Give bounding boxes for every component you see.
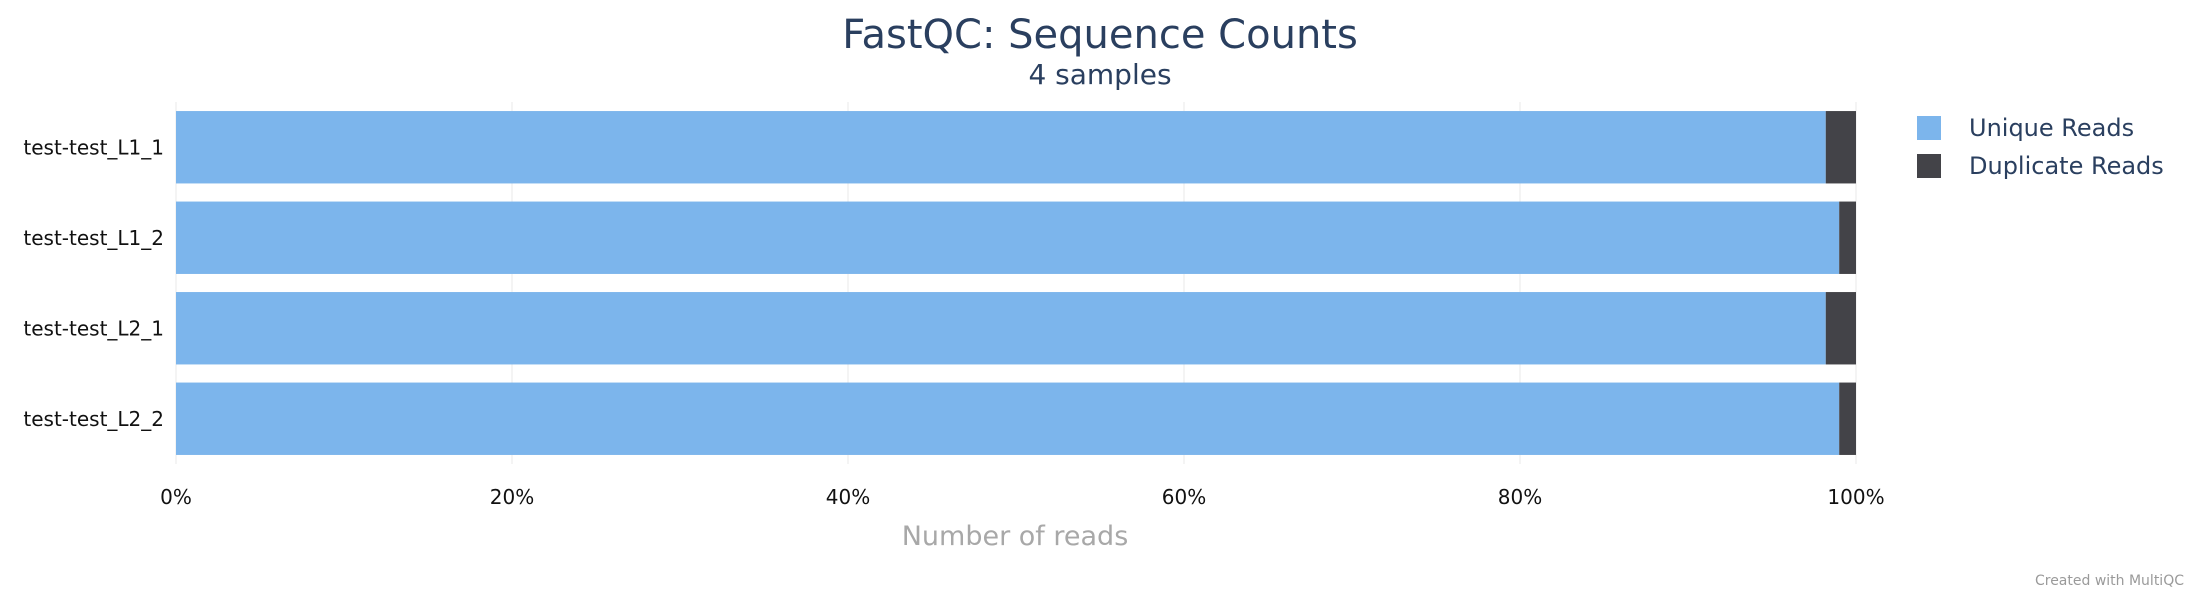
- chart-title: FastQC: Sequence Counts: [842, 12, 1358, 58]
- bar-unique-test-test_L2_1[interactable]: [176, 292, 1826, 365]
- x-tick-label: 100%: [1827, 485, 1884, 509]
- bar-duplicate-test-test_L1_2[interactable]: [1839, 201, 1856, 274]
- legend-swatch[interactable]: [1917, 154, 1941, 178]
- credit-text: Created with MultiQC: [2035, 573, 2184, 589]
- x-tick-label: 0%: [160, 485, 192, 509]
- bar-unique-test-test_L1_1[interactable]: [176, 111, 1826, 184]
- bar-duplicate-test-test_L2_1[interactable]: [1825, 292, 1856, 365]
- x-tick-label: 40%: [826, 485, 870, 509]
- x-tick-label: 20%: [490, 485, 534, 509]
- bar-duplicate-test-test_L1_1[interactable]: [1825, 111, 1856, 184]
- category-label: test-test_L1_2: [23, 226, 164, 250]
- category-label: test-test_L1_1: [23, 135, 164, 159]
- legend-label[interactable]: Duplicate Reads: [1969, 152, 2164, 180]
- category-labels: test-test_L1_1 test-test_L1_2 test-test_L2…: [23, 135, 164, 431]
- chart-subtitle: 4 samples: [1028, 58, 1171, 91]
- legend: Unique Reads Duplicate Reads: [1917, 114, 2164, 180]
- bar-duplicate-test-test_L2_2[interactable]: [1839, 382, 1856, 455]
- bar-unique-test-test_L2_2[interactable]: [176, 382, 1840, 455]
- legend-label[interactable]: Unique Reads: [1969, 114, 2134, 142]
- x-axis-title: Number of reads: [902, 521, 1129, 552]
- x-tick-label: 60%: [1162, 485, 1206, 509]
- legend-swatch[interactable]: [1917, 116, 1941, 140]
- x-tick-label: 80%: [1498, 485, 1542, 509]
- bars: [176, 111, 1856, 455]
- category-label: test-test_L2_1: [23, 316, 164, 340]
- category-label: test-test_L2_2: [23, 407, 164, 431]
- x-tick-labels: 0% 20% 40% 60% 80% 100%: [160, 485, 1884, 509]
- bar-unique-test-test_L1_2[interactable]: [176, 201, 1840, 274]
